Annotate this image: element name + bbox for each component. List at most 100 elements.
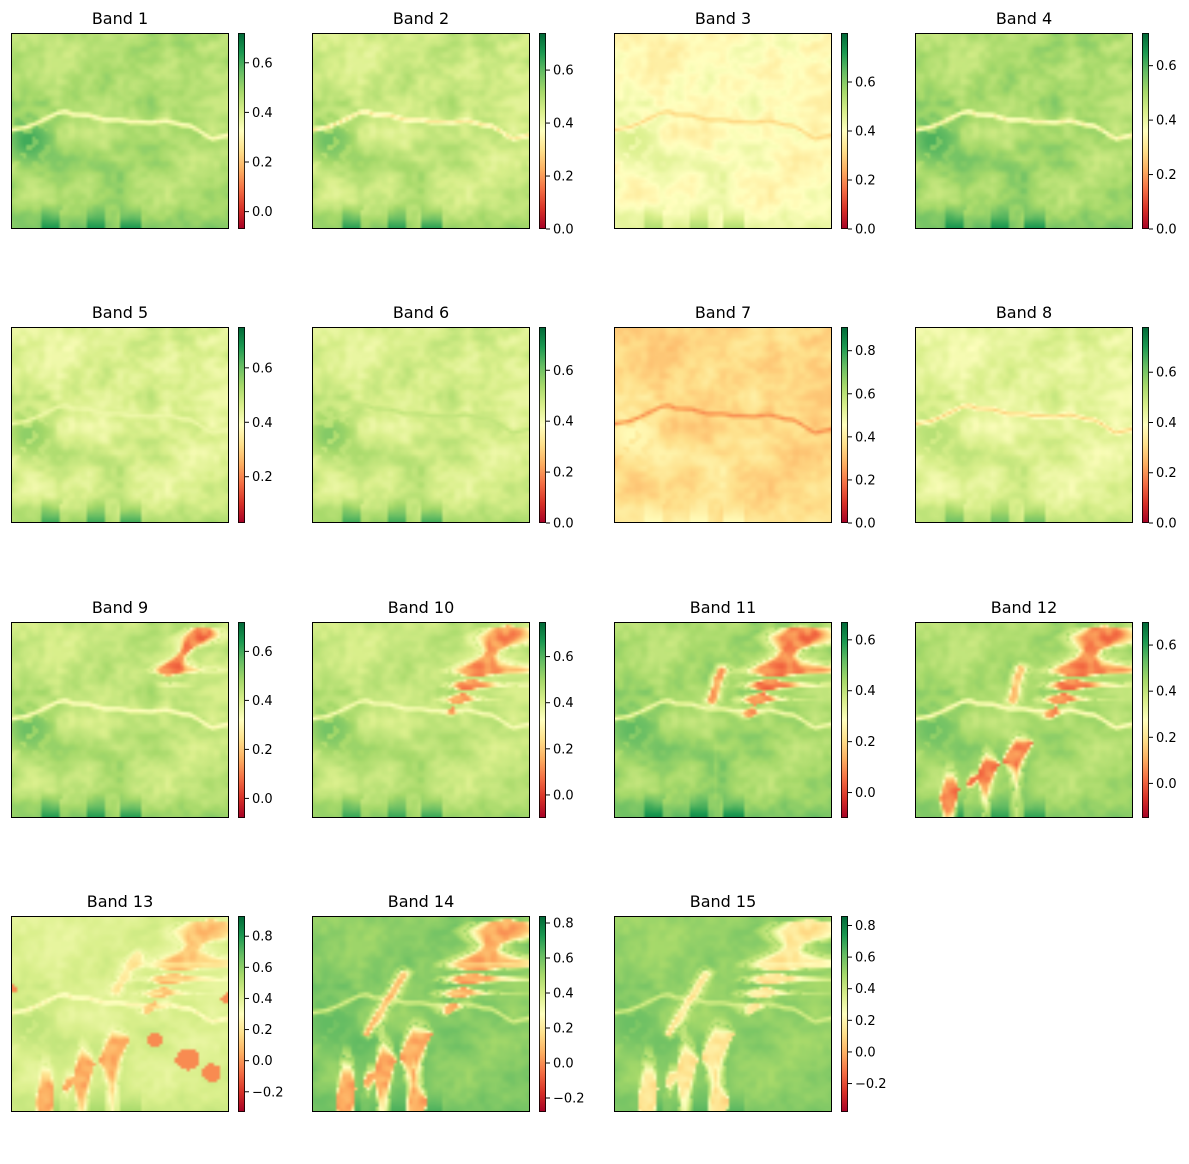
colorbar-tick-label: 0.2 — [252, 470, 273, 485]
panel-title: Band 8 — [996, 303, 1052, 322]
colorbar-tick-label: 0.4 — [553, 696, 574, 711]
axes-frame — [11, 622, 229, 818]
colorbar-tick-label: 0.0 — [855, 786, 876, 801]
colorbar — [841, 916, 848, 1112]
band-panel: Band 12 0.0 0.2 0.4 0.6 — [915, 598, 1177, 818]
colorbar-frame — [238, 33, 245, 229]
colorbar-tick-label: 0.6 — [553, 650, 574, 665]
panel-title: Band 7 — [695, 303, 751, 322]
colorbar-tick-label: 0.6 — [855, 76, 876, 91]
band-panel: Band 5 0.2 0.4 0.6 — [11, 303, 273, 523]
colorbar-tick-label: 0.0 — [1156, 777, 1177, 792]
colorbar-tick-label: 0.4 — [553, 987, 574, 1002]
colorbar-tick-label: 0.4 — [855, 982, 876, 997]
colorbar-frame — [1142, 327, 1149, 523]
colorbar-tick-label: 0.6 — [1156, 639, 1177, 654]
colorbar-frame — [539, 916, 546, 1112]
colorbar-tick-label: 0.0 — [855, 517, 876, 532]
colorbar — [539, 916, 546, 1112]
axes-frame — [614, 916, 832, 1112]
colorbar — [841, 327, 848, 523]
axes-frame — [11, 33, 229, 229]
colorbar-tick-label: 0.2 — [1156, 466, 1177, 481]
band-raster-image — [312, 916, 530, 1112]
axes-frame — [11, 327, 229, 523]
panel-title: Band 3 — [695, 9, 751, 28]
band-panel: Band 10 0.0 0.2 0.4 0.6 — [312, 598, 574, 818]
colorbar-tick-label: 0.4 — [553, 415, 574, 430]
colorbar-tick-label: 0.2 — [553, 170, 574, 185]
colorbar-tick-label: 0.4 — [252, 416, 273, 431]
axes-frame — [915, 327, 1133, 523]
axes-frame — [614, 33, 832, 229]
colorbar-tick-label: 0.4 — [252, 992, 273, 1007]
band-panel: Band 11 0.0 0.2 0.4 0.6 — [614, 598, 876, 818]
band-raster-image — [11, 33, 229, 229]
colorbar — [841, 622, 848, 818]
colorbar-tick-label: 0.4 — [855, 430, 876, 445]
band-panel: Band 7 0.0 0.2 0.4 0.6 0.8 — [614, 303, 876, 532]
colorbar — [1142, 622, 1149, 818]
colorbar-tick-label: 0.4 — [1156, 685, 1177, 700]
colorbar-tick-label: 0.6 — [855, 951, 876, 966]
colorbar-tick-label: 0.2 — [1156, 168, 1177, 183]
colorbar-frame — [539, 327, 546, 523]
colorbar-tick-label: 0.6 — [252, 361, 273, 376]
colorbar-tick-label: −0.2 — [855, 1077, 887, 1092]
panel-title: Band 10 — [388, 598, 455, 617]
colorbar-frame — [238, 327, 245, 523]
colorbar-tick-label: 0.6 — [855, 387, 876, 402]
axes-frame — [312, 327, 530, 523]
colorbar-tick-label: 0.4 — [1156, 416, 1177, 431]
colorbar — [539, 327, 546, 523]
panel-title: Band 1 — [92, 9, 148, 28]
colorbar — [539, 33, 546, 229]
colorbar — [238, 327, 245, 523]
colorbar-tick-label: 0.2 — [252, 156, 273, 171]
panel-title: Band 11 — [690, 598, 757, 617]
colorbar-tick-label: 0.6 — [252, 645, 273, 660]
panel-title: Band 5 — [92, 303, 148, 322]
band-panel: Band 2 0.0 0.2 0.4 0.6 — [312, 9, 574, 238]
colorbar-tick-label: −0.2 — [553, 1092, 585, 1107]
axes-frame — [915, 622, 1133, 818]
axes-frame — [312, 622, 530, 818]
band-raster-image — [915, 622, 1133, 818]
colorbar-tick-label: 0.2 — [855, 735, 876, 750]
colorbar-tick-label: 0.8 — [855, 919, 876, 934]
colorbar-tick-label: 0.2 — [1156, 731, 1177, 746]
colorbar-tick-label: 0.6 — [553, 952, 574, 967]
band-raster-image — [614, 327, 832, 523]
band-raster-image — [11, 916, 229, 1112]
band-raster-image — [11, 327, 229, 523]
colorbar-frame — [539, 33, 546, 229]
colorbar-tick-label: 0.0 — [855, 1045, 876, 1060]
band-panel: Band 3 0.0 0.2 0.4 0.6 — [614, 9, 876, 238]
colorbar — [238, 916, 245, 1112]
colorbar-tick-label: 0.4 — [252, 694, 273, 709]
band-raster-image — [11, 622, 229, 818]
colorbar-frame — [841, 33, 848, 229]
colorbar — [539, 622, 546, 818]
colorbar-tick-label: 0.0 — [252, 792, 273, 807]
colorbar — [841, 33, 848, 229]
band-raster-image — [312, 327, 530, 523]
colorbar-tick-label: 0.6 — [855, 633, 876, 648]
band-panel: Band 4 0.0 0.2 0.4 0.6 — [915, 9, 1177, 238]
panel-title: Band 15 — [690, 892, 757, 911]
colorbar-tick-label: 0.6 — [252, 56, 273, 71]
colorbar-tick-label: 0.6 — [553, 64, 574, 79]
colorbar-tick-label: 0.4 — [252, 106, 273, 121]
colorbar-tick-label: 0.2 — [553, 466, 574, 481]
colorbar-tick-label: 0.0 — [1156, 223, 1177, 238]
colorbar-tick-label: 0.0 — [855, 223, 876, 238]
band-panel: Band 6 0.0 0.2 0.4 0.6 — [312, 303, 574, 532]
colorbar — [1142, 33, 1149, 229]
colorbar-frame — [1142, 622, 1149, 818]
band-panel: Band 14 −0.2 0.0 0.2 0.4 0.6 0.8 — [312, 892, 585, 1112]
panel-title: Band 2 — [393, 9, 449, 28]
colorbar-tick-label: 0.0 — [553, 1057, 574, 1072]
colorbar-tick-label: 0.0 — [1156, 517, 1177, 532]
band-raster-image — [614, 916, 832, 1112]
colorbar — [238, 33, 245, 229]
